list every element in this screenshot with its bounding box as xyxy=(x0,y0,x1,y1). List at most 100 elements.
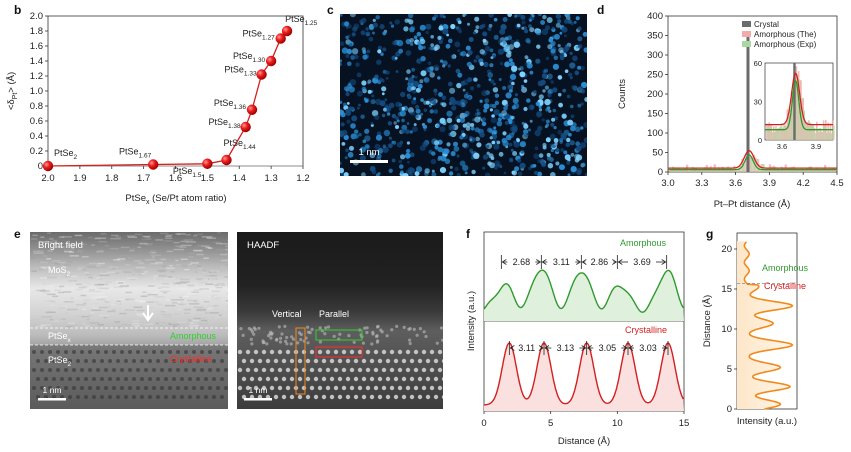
chart-b-point xyxy=(246,104,258,115)
inset-bar-the xyxy=(816,121,818,140)
chart-d-bar-crystal xyxy=(746,35,750,172)
crystalline-spacing-label: 3.13 xyxy=(557,343,575,353)
chart-d-bar-amorphous-the xyxy=(745,155,748,172)
chart-d-bar-amorphous-the xyxy=(800,168,803,172)
chart-d-bar-amorphous-the xyxy=(670,170,673,172)
chart-b-xtick-label: 1.7 xyxy=(137,173,150,184)
panel-label-g: g xyxy=(706,227,713,241)
crystalline-arrowhead-icon xyxy=(586,345,592,351)
inset-bar-the xyxy=(797,71,800,140)
chart-g-ytick-label: 10 xyxy=(721,324,732,335)
legend-amorphous-the: Amorphous (The) xyxy=(754,30,817,39)
amorphous-arrowhead-icon xyxy=(661,259,667,265)
inset-fit-red xyxy=(765,72,833,126)
chart-g: Amorphous Crystalline 0 5 10 15 20 Intensity… xyxy=(702,232,809,427)
chart-d-ylabel: Counts xyxy=(617,79,628,109)
inset-bar-exp xyxy=(769,125,772,140)
arrow-icon xyxy=(142,305,154,322)
chart-b-point-label: PtSe1.33 xyxy=(224,65,257,78)
chart-g-ytick-label: 20 xyxy=(721,244,732,255)
chart-d-ytick-label: 100 xyxy=(647,128,663,139)
inset-bar-exp xyxy=(812,125,815,140)
inset-ytick-label: 60 xyxy=(754,59,762,68)
chart-d-bar-amorphous-exp xyxy=(813,168,817,172)
inset-bar-the xyxy=(782,127,784,140)
inset-bar-exp xyxy=(776,129,778,140)
legend-amorphous-exp: Amorphous (Exp) xyxy=(754,40,817,49)
chart-b-point xyxy=(256,69,267,80)
profile-line-g xyxy=(743,241,794,410)
chart-d-ytick-label: 400 xyxy=(647,11,663,22)
chart-d-ytick-label: 200 xyxy=(647,89,663,100)
amorphous-spacing-label: 3.69 xyxy=(633,257,651,267)
inset-bar-the xyxy=(811,124,814,140)
chart-d-fit-red xyxy=(668,149,837,169)
inset-bar-the xyxy=(806,122,809,140)
chart-d-bar-amorphous-the xyxy=(749,156,752,172)
haadf-image xyxy=(237,232,443,409)
chart-d-xtick-label: 3.0 xyxy=(661,178,674,189)
legend-crystal: Crystal xyxy=(754,20,779,29)
inset-bar-the xyxy=(829,123,832,140)
chart-d-inset: 0 30 60 3.6 3.9 xyxy=(754,59,835,151)
mos2-label: MoS2 xyxy=(48,265,71,278)
chart-b-point-label: PtSe1.27 xyxy=(243,29,276,42)
chart-d-ytick-label: 250 xyxy=(647,70,663,81)
inset-bar-exp xyxy=(805,124,808,140)
inset-bar-the xyxy=(766,123,768,140)
ptsex-label: PtSex xyxy=(48,331,72,344)
chart-b-ytick-label: 0.2 xyxy=(30,146,43,157)
crystalline-arrowhead-icon xyxy=(662,345,668,351)
chart-d-xtick-label: 4.2 xyxy=(797,178,810,189)
chart-b-point-label: PtSe1.38 xyxy=(208,117,241,130)
panel-e: Bright field MoS2 PtSex PtSe2 Amorphous … xyxy=(30,232,443,409)
chart-b-point-label: PtSe2 xyxy=(54,148,78,161)
crystalline-arrowhead-icon xyxy=(581,345,587,351)
chart-b-point xyxy=(147,159,159,170)
chart-d-bar-amorphous-exp xyxy=(778,169,781,172)
inset-ytick-label: 0 xyxy=(758,136,762,145)
crystalline-arrowhead-icon xyxy=(544,345,550,351)
chart-b-series-line xyxy=(47,30,288,167)
amorphous-label-e: Amorphous xyxy=(170,331,217,341)
chart-d-xtick-label: 3.9 xyxy=(763,178,776,189)
crystalline-profile-fill xyxy=(484,343,684,411)
inset-bar-the xyxy=(791,91,793,140)
chart-d-ytick-label: 50 xyxy=(652,148,663,159)
amorphous-spacing-label: 3.11 xyxy=(553,257,570,267)
chart-d-bar-amorphous-the xyxy=(701,170,704,172)
inset-fit-green xyxy=(765,80,833,131)
crystalline-arrowhead-icon xyxy=(622,345,628,351)
chart-d-bar-amorphous-the xyxy=(737,168,740,172)
chart-d-ytick-label: 300 xyxy=(647,50,663,61)
chart-b-point-label: PtSe1.44 xyxy=(224,138,257,151)
inset-bar-the xyxy=(779,126,782,140)
inset-bar-the xyxy=(809,122,811,140)
crystalline-arrowhead-icon xyxy=(538,345,544,351)
chart-d-xtick-label: 3.3 xyxy=(695,178,708,189)
chart-b-xtick-label: 1.2 xyxy=(296,173,309,184)
inset-ytick-label: 30 xyxy=(754,98,762,107)
chart-d-bar-amorphous-exp xyxy=(699,169,702,172)
inset-xtick-label: 3.9 xyxy=(811,142,821,151)
chart-d-bar-amorphous-the xyxy=(776,168,779,172)
chart-b-ylabel: <δPt> (Å) xyxy=(6,72,19,110)
chart-d-bar-amorphous-the xyxy=(764,169,768,172)
vertical-label: Vertical xyxy=(272,309,302,319)
panel-label-c: c xyxy=(327,3,334,17)
chart-b-xtick-label: 1.5 xyxy=(201,173,214,184)
chart-b-ytick-label: 0.6 xyxy=(30,116,43,127)
scalebar-e-right xyxy=(244,398,272,401)
amorphous-arrowhead-icon xyxy=(501,259,507,265)
inset-bar-the xyxy=(820,131,823,140)
crystalline-box xyxy=(315,346,363,358)
chart-f-xtick-label: 10 xyxy=(612,418,623,429)
chart-d-bar-amorphous-exp xyxy=(719,170,722,172)
scalebar-e-left-label: 1 nm xyxy=(43,385,62,395)
inset-bar-exp xyxy=(830,133,833,140)
chart-d-bar-amorphous-the xyxy=(827,169,831,172)
legend-swatch-amorphous-the xyxy=(742,31,751,37)
inset-bar-the xyxy=(804,120,807,140)
inset-xtick-label: 3.6 xyxy=(777,142,787,151)
inset-bar-the xyxy=(827,122,829,140)
